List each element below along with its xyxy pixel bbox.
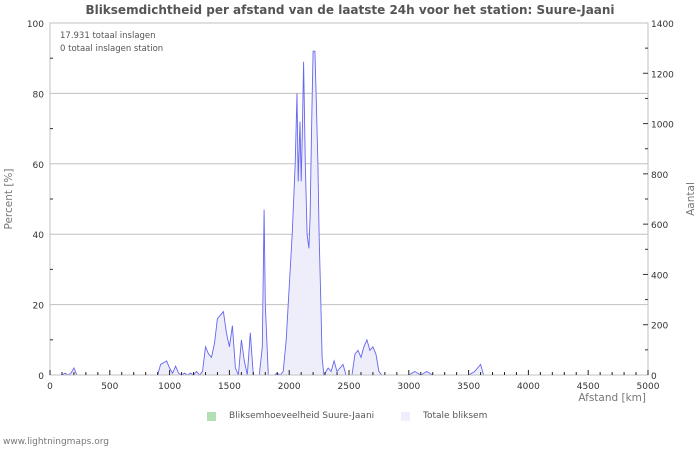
footer-attribution: www.lightningmaps.org [3, 437, 109, 447]
legend-swatch-station [207, 411, 216, 421]
y2-tick-label: 1200 [651, 70, 674, 80]
y-tick-label: 40 [33, 231, 45, 241]
y2-tick-label: 400 [651, 271, 668, 281]
y2-tick-label: 1400 [651, 20, 674, 30]
x-tick-label: 3500 [457, 382, 480, 392]
series-line [61, 50, 487, 377]
y-axis-label: Percent [%] [3, 168, 15, 229]
legend-label-total: Totale bliksem [423, 411, 488, 421]
legend-swatch-total [401, 411, 410, 421]
x-tick-label: 0 [47, 382, 53, 392]
x-axis-label: Afstand [km] [578, 392, 646, 404]
y2-tick-label: 800 [651, 171, 668, 181]
x-tick-label: 500 [101, 382, 118, 392]
station-strikes-text: 0 totaal inslagen station [60, 44, 164, 54]
y2-axis-label: Aantal [685, 182, 697, 216]
y-tick-label: 60 [33, 161, 45, 171]
total-strikes-text: 17.931 totaal inslagen [60, 31, 156, 41]
y-tick-label: 80 [33, 90, 45, 100]
legend-label-station: Bliksemhoeveelheid Suure-Jaani [229, 411, 375, 421]
y-tick-label: 20 [33, 302, 45, 312]
y2-tick-label: 200 [651, 322, 668, 332]
x-tick-label: 2000 [278, 382, 301, 392]
series-totale-bliksem [50, 50, 648, 377]
y2-tick-label: 1000 [651, 121, 674, 131]
x-tick-label: 4000 [517, 382, 540, 392]
info-box: 17.931 totaal inslagen 0 totaal inslagen… [60, 30, 163, 56]
gridlines [49, 22, 649, 376]
x-tick-label: 1000 [158, 382, 181, 392]
x-tick-label: 3000 [397, 382, 420, 392]
y-tick-label: 0 [38, 372, 44, 382]
legend-item-total: Totale bliksem [401, 411, 487, 421]
y2-tick-label: 600 [651, 221, 668, 231]
x-tick-label: 2500 [338, 382, 361, 392]
chart-title: Bliksemdichtheid per afstand van de laat… [85, 3, 615, 17]
x-tick-label: 5000 [637, 382, 660, 392]
x-tick-label: 4500 [577, 382, 600, 392]
y2-tick-label: 0 [651, 372, 657, 382]
y-tick-label: 100 [27, 20, 44, 30]
plot-frame [49, 22, 649, 376]
legend-item-station: Bliksemhoeveelheid Suure-Jaani [207, 411, 374, 421]
x-tick-label: 1500 [218, 382, 241, 392]
